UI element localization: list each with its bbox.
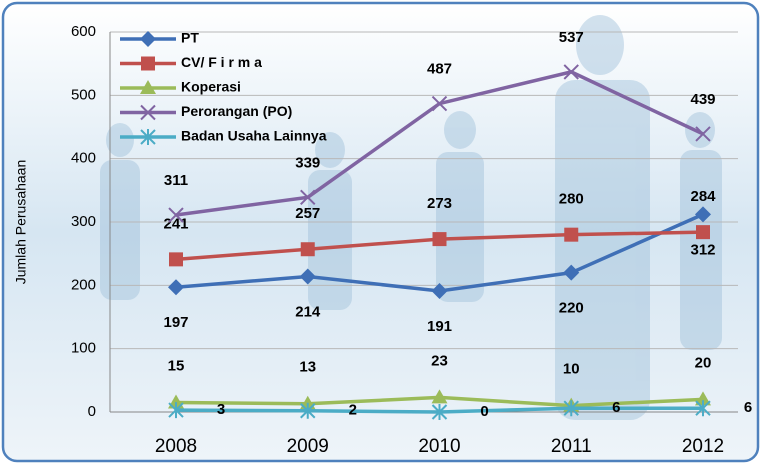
data-label: 2 [349, 402, 357, 419]
marker [433, 232, 447, 246]
data-label: 20 [695, 354, 712, 371]
marker [169, 252, 183, 266]
y-tick-label: 200 [71, 276, 96, 293]
x-tick-label: 2010 [418, 436, 460, 457]
y-tick-label: 100 [71, 340, 96, 357]
data-label: 10 [563, 361, 580, 378]
legend-label: Koperasi [181, 79, 241, 95]
x-tick-label: 2008 [155, 436, 197, 457]
chart: Jumlah Perusahaan 0100200300400500600200… [0, 0, 762, 465]
y-tick-label: 600 [71, 23, 96, 40]
legend-label: Perorangan (PO) [181, 103, 292, 119]
data-label: 312 [690, 241, 715, 258]
data-label: 339 [295, 154, 320, 171]
data-label: 537 [559, 29, 584, 46]
data-label: 0 [480, 403, 488, 420]
x-tick-label: 2009 [287, 436, 329, 457]
y-tick-label: 400 [71, 150, 96, 167]
data-label: 3 [217, 401, 225, 418]
marker [141, 57, 155, 71]
marker [696, 225, 710, 239]
data-label: 439 [690, 91, 715, 108]
y-tick-label: 300 [71, 213, 96, 230]
marker [301, 242, 315, 256]
data-label: 273 [427, 195, 452, 212]
data-label: 257 [295, 205, 320, 222]
data-label: 15 [168, 357, 185, 374]
data-label: 23 [431, 352, 448, 369]
legend-label: Badan Usaha Lainnya [181, 128, 327, 144]
legend-label: CV/ F i r m a [181, 54, 262, 70]
data-label: 214 [295, 303, 321, 320]
y-tick-label: 500 [71, 86, 96, 103]
data-label: 241 [163, 215, 188, 232]
data-label: 6 [744, 399, 752, 416]
x-tick-label: 2011 [551, 436, 592, 457]
data-label: 220 [559, 300, 584, 317]
marker [564, 228, 578, 242]
data-label: 311 [164, 172, 188, 189]
data-label: 280 [559, 191, 584, 208]
y-tick-label: 0 [88, 403, 96, 420]
data-label: 191 [427, 318, 452, 335]
data-label: 197 [163, 314, 188, 331]
data-label: 487 [427, 61, 452, 78]
data-label: 13 [299, 359, 316, 376]
data-label: 6 [612, 399, 620, 416]
legend-label: PT [181, 30, 199, 46]
y-axis-label: Jumlah Perusahaan [13, 160, 29, 285]
data-label: 284 [690, 188, 716, 205]
x-tick-label: 2012 [682, 436, 724, 457]
